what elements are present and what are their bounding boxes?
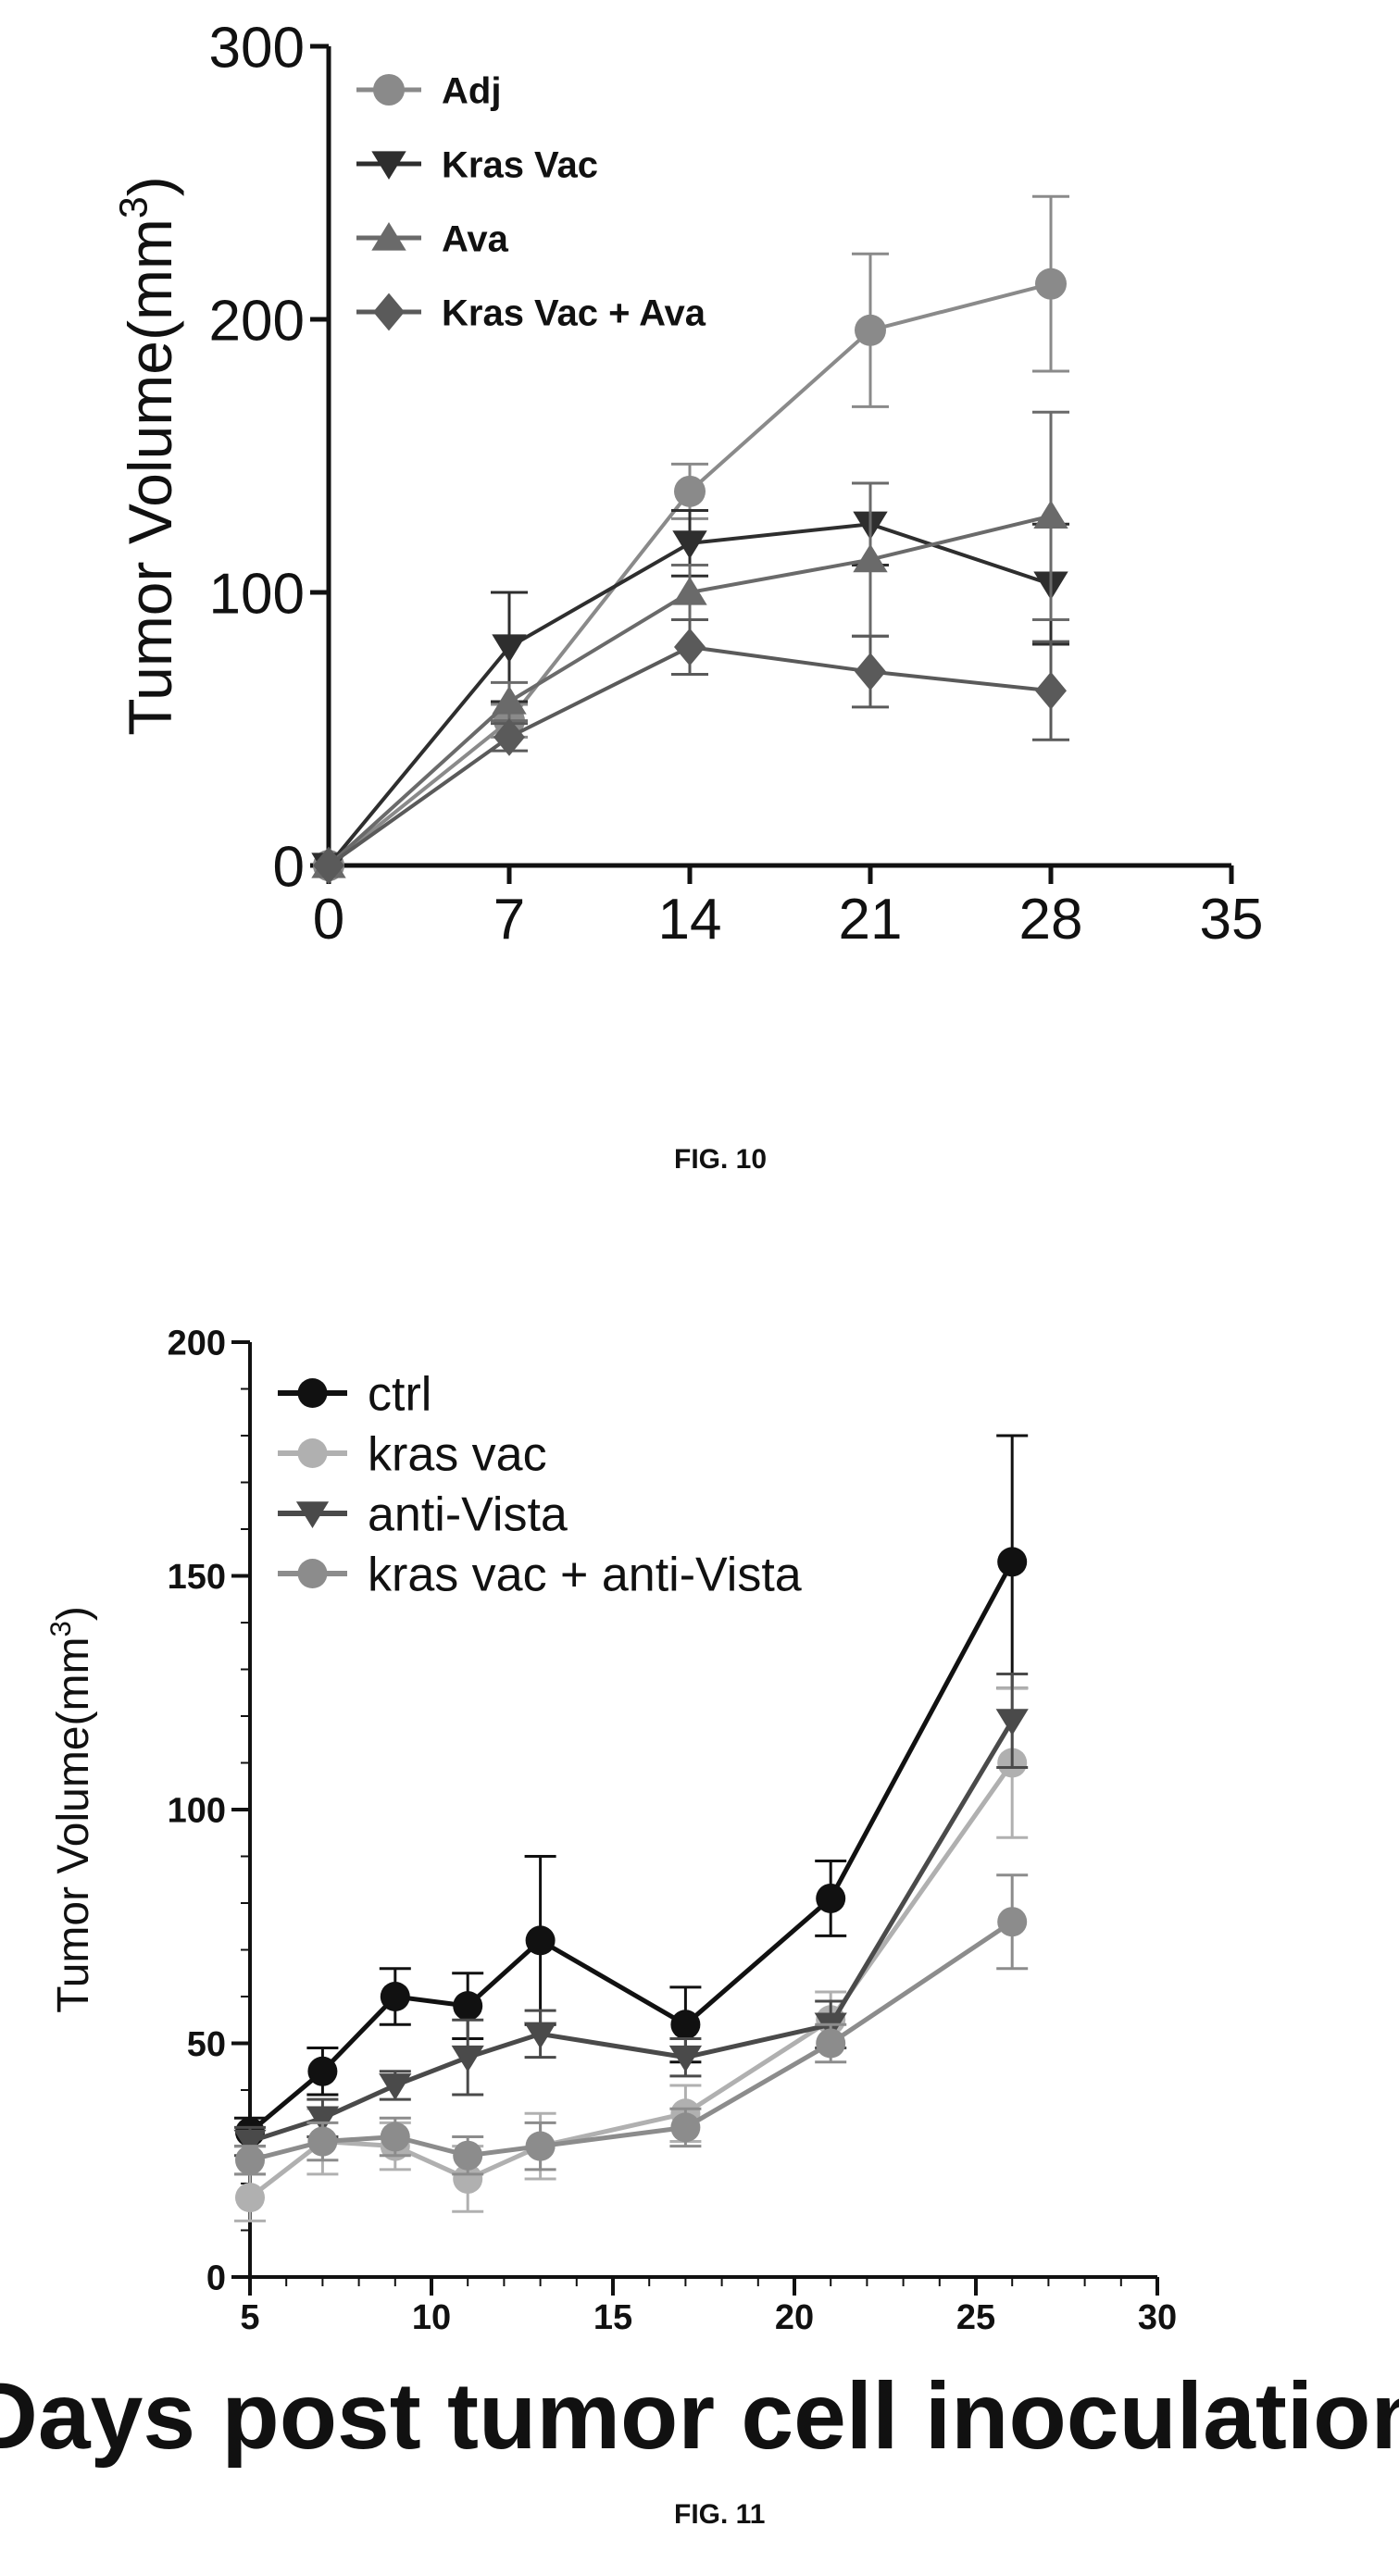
x-tick-label: 21 [839, 888, 903, 952]
series-kras-vac-anti-vista [234, 1873, 1029, 2176]
data-point [453, 2140, 483, 2171]
data-point [453, 1991, 483, 2022]
data-point [307, 2126, 338, 2157]
y-tick-label: 300 [209, 16, 305, 80]
data-point [453, 2163, 483, 2194]
x-tick-label: 7 [493, 888, 525, 952]
legend-label: Ava [442, 218, 509, 259]
x-tick-label: 5 [240, 2298, 259, 2337]
data-point [235, 2183, 265, 2213]
y-tick-label: 0 [273, 835, 305, 899]
x-tick-label: 25 [956, 2298, 995, 2337]
figure-caption: FIG. 11 [674, 2499, 766, 2530]
data-point [451, 2045, 484, 2072]
data-point [1033, 500, 1068, 529]
data-point [492, 634, 527, 663]
y-tick-label: 100 [209, 562, 305, 626]
data-point [855, 314, 886, 346]
figure-10: 0 100 200 300 0 7 14 21 28 35 Tumor Volume(mm3) Adj… [0, 0, 1399, 1231]
data-point [493, 717, 525, 756]
y-tick-label: 200 [168, 1325, 226, 1363]
series-line [248, 1561, 1015, 2134]
y-axis-label: Tumor Volume(mm3) [44, 1606, 98, 2013]
legend-marker [295, 1501, 330, 1528]
legend-marker [371, 222, 406, 251]
legend-label: ctrl [368, 1368, 431, 1422]
data-point [816, 2028, 846, 2059]
series-anti-vista [233, 1673, 1029, 2158]
data-point [855, 653, 886, 691]
legend-marker [373, 74, 405, 106]
data-point [853, 543, 888, 573]
x-tick-label: 14 [658, 888, 722, 952]
legend-label: anti-Vista [368, 1488, 568, 1542]
data-point [997, 1907, 1028, 1937]
data-point [997, 1547, 1028, 1577]
data-point [306, 2106, 339, 2134]
x-tick-label: 28 [1019, 888, 1083, 952]
legend-marker [373, 292, 405, 331]
legend-marker [297, 1378, 328, 1408]
figure-11: 0 50 100 150 200 5 10 15 20 25 30 Tumor Volume(mm3)… [0, 1231, 1399, 2571]
data-point [816, 1883, 846, 1913]
figure-caption: FIG. 10 [674, 1144, 768, 1175]
series-line [327, 644, 1052, 867]
legend-label: kras vac + anti-Vista [368, 1549, 802, 1602]
y-tick-label: 0 [206, 2259, 226, 2298]
data-point [492, 686, 527, 715]
data-point [995, 1709, 1029, 1736]
chart-fig10: 0 100 200 300 0 7 14 21 28 35 Tumor Volume(mm3) Adj… [112, 16, 1264, 952]
series-line [249, 1719, 1015, 2144]
data-point [380, 2122, 410, 2152]
data-point [1035, 671, 1067, 710]
series-kras-vac-ava [313, 618, 1069, 885]
legend-marker [297, 1438, 328, 1468]
x-tick-label: 10 [412, 2298, 451, 2337]
data-point [524, 2022, 557, 2049]
data-point [380, 1982, 410, 2011]
data-point [1035, 268, 1067, 300]
y-axis-label: Tumor Volume(mm3) [112, 176, 184, 736]
data-point [674, 628, 706, 666]
legend-marker [371, 151, 406, 180]
y-tick-label: 100 [168, 1792, 226, 1831]
y-tick-label: 50 [187, 2025, 226, 2064]
data-point [313, 846, 344, 885]
data-point [525, 1925, 556, 1956]
x-tick-label: 35 [1200, 888, 1264, 952]
data-point [670, 2112, 701, 2143]
data-point [668, 2045, 702, 2072]
data-point [670, 2010, 701, 2040]
y-tick-label: 150 [168, 1558, 226, 1597]
x-tick-label: 30 [1138, 2298, 1177, 2337]
legend-label: kras vac [368, 1428, 547, 1482]
legend-label: Kras Vac + Ava [442, 292, 706, 333]
data-point [233, 2129, 267, 2157]
x-tick-label: 20 [775, 2298, 814, 2337]
x-axis-label: Days post tumor cell inoculation [0, 2363, 1399, 2469]
data-point [525, 2131, 556, 2161]
x-tick-label: 15 [593, 2298, 632, 2337]
data-point [674, 475, 706, 507]
series-ctrl [234, 1434, 1029, 2148]
legend-label: Adj [442, 70, 501, 111]
y-tick-label: 200 [209, 289, 305, 353]
legend-label: Kras Vac [442, 144, 598, 185]
data-point [672, 530, 707, 559]
legend-marker [297, 1559, 328, 1588]
chart-fig11: 0 50 100 150 200 5 10 15 20 25 30 Tumor Volume(mm3)… [0, 1325, 1399, 2469]
data-point [379, 2073, 412, 2100]
x-tick-label: 0 [313, 888, 344, 952]
data-point [235, 2145, 265, 2175]
data-point [307, 2056, 338, 2086]
data-point [672, 577, 707, 605]
